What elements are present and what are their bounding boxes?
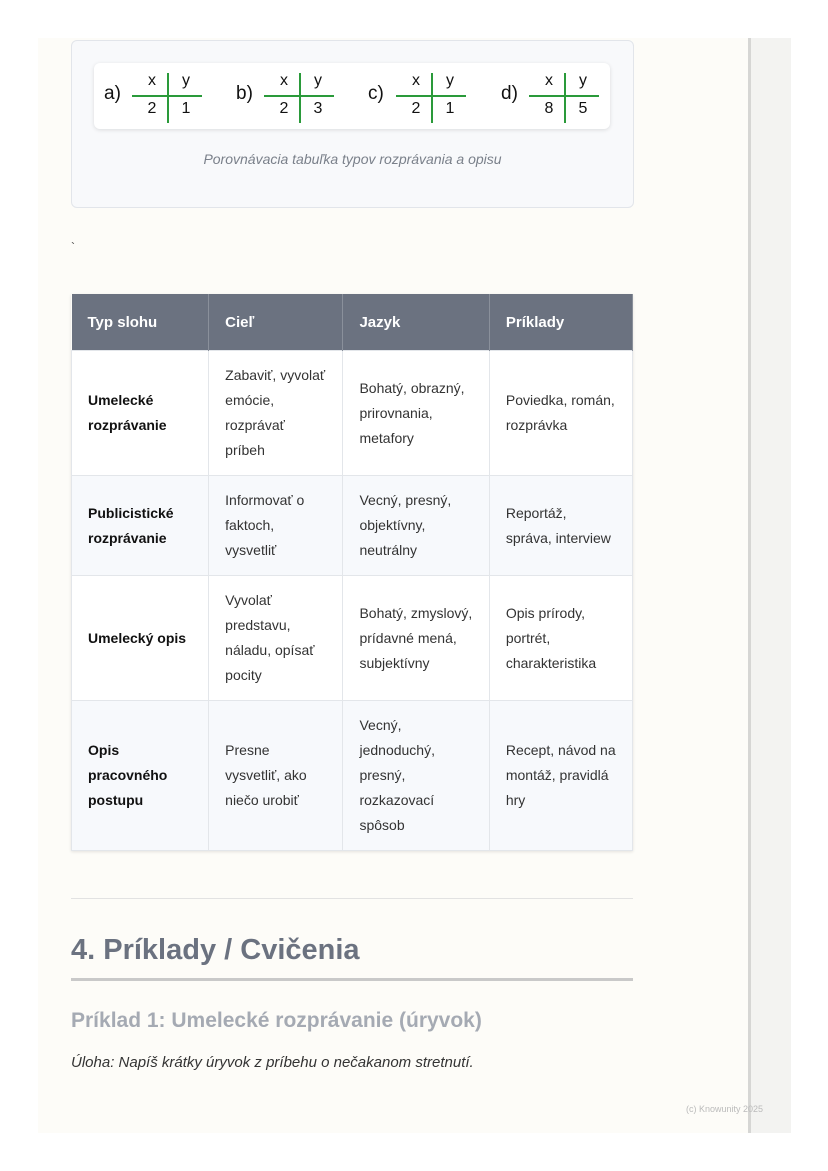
divider bbox=[71, 898, 633, 899]
table-row: Publicistické rozprávanie Informovať o fa… bbox=[70, 475, 634, 576]
table-header-row: Typ slohu Cieľ Jazyk Príklady bbox=[71, 294, 634, 351]
table-label: c) bbox=[368, 83, 384, 104]
x-header: x bbox=[280, 72, 288, 89]
y-header: y bbox=[446, 72, 454, 89]
vertical-line bbox=[431, 73, 433, 123]
y-header: y bbox=[314, 72, 322, 89]
y-header: y bbox=[182, 72, 190, 89]
table-cell: Bohatý, obrazný, prirovnania, metafory bbox=[342, 350, 490, 476]
value-table: d) x y 8 5 bbox=[501, 72, 611, 123]
y-value: 1 bbox=[181, 100, 191, 117]
table-cell: Opis prírody, portrét, charakteristika bbox=[488, 575, 634, 701]
x-header: x bbox=[148, 72, 156, 89]
table-label: a) bbox=[104, 83, 121, 104]
section-title: 4. Príklady / Cvičenia bbox=[71, 934, 360, 966]
table-cell: Umelecký opis bbox=[70, 575, 210, 701]
y-value: 5 bbox=[578, 100, 588, 117]
table-label: d) bbox=[501, 83, 518, 104]
side-margin bbox=[751, 38, 791, 1133]
example-title: Príklad 1: Umelecké rozprávanie (úryvok) bbox=[71, 1009, 482, 1032]
table-cell: Vecný, presný, objektívny, neutrálny bbox=[342, 475, 490, 576]
table-cell: Presne vysvetliť, ako niečo urobiť bbox=[208, 700, 344, 851]
x-header: x bbox=[545, 72, 553, 89]
x-value: 2 bbox=[147, 100, 157, 117]
y-value: 3 bbox=[313, 100, 323, 117]
table-cell: Reportáž, správa, interview bbox=[488, 475, 634, 576]
column-header: Príklady bbox=[489, 294, 634, 351]
stray-mark: ` bbox=[71, 240, 75, 254]
vertical-line bbox=[299, 73, 301, 123]
value-table: c) x y 2 1 bbox=[368, 72, 478, 123]
column-header: Jazyk bbox=[342, 294, 490, 351]
figure-caption: Porovnávacia tabuľka typov rozprávania a… bbox=[203, 151, 502, 167]
table-cell: Informovať o faktoch, vysvetliť bbox=[208, 475, 344, 576]
table-cell: Poviedka, román, rozprávka bbox=[488, 350, 634, 476]
figure-image: a) x y 2 1 b) x y 2 3 c) x y 2 1 d) x y 8 5 bbox=[94, 63, 610, 129]
comparison-table: Typ slohu Cieľ Jazyk Príklady Umelecké rozp… bbox=[70, 294, 634, 851]
table-cell: Vyvolať predstavu, náladu, opísať pocity bbox=[208, 575, 344, 701]
x-value: 8 bbox=[544, 100, 554, 117]
section-underline bbox=[71, 978, 633, 981]
column-header: Typ slohu bbox=[71, 294, 210, 351]
x-value: 2 bbox=[279, 100, 289, 117]
copyright: (c) Knowunity 2025 bbox=[686, 1104, 764, 1114]
table-cell: Zabaviť, vyvolať emócie, rozprávať príbe… bbox=[208, 350, 344, 476]
table-row: Umelecké rozprávanie Zabaviť, vyvolať emó… bbox=[70, 350, 634, 476]
value-table: a) x y 2 1 bbox=[104, 72, 214, 123]
table-row: Umelecký opis Vyvolať predstavu, náladu, … bbox=[70, 575, 634, 701]
vertical-line bbox=[167, 73, 169, 123]
y-header: y bbox=[579, 72, 587, 89]
table-label: b) bbox=[236, 83, 253, 104]
column-header: Cieľ bbox=[208, 294, 344, 351]
figure: a) x y 2 1 b) x y 2 3 c) x y 2 1 d) x y 8 5… bbox=[71, 40, 634, 208]
vertical-line bbox=[564, 73, 566, 123]
table-cell: Bohatý, zmyslový, prídavné mená, subjekt… bbox=[342, 575, 490, 701]
y-value: 1 bbox=[445, 100, 455, 117]
value-table: b) x y 2 3 bbox=[236, 72, 346, 123]
table-row: Opis pracovného postupu Presne vysvetliť,… bbox=[70, 700, 634, 851]
table-cell: Publicistické rozprávanie bbox=[70, 475, 210, 576]
task-text: Úloha: Napíš krátky úryvok z príbehu o n… bbox=[71, 1054, 474, 1071]
x-header: x bbox=[412, 72, 420, 89]
table-cell: Umelecké rozprávanie bbox=[70, 350, 210, 476]
scrollbar[interactable] bbox=[748, 38, 751, 1133]
x-value: 2 bbox=[411, 100, 421, 117]
table-cell: Recept, návod na montáž, pravidlá hry bbox=[488, 700, 634, 851]
table-cell: Vecný, jednoduchý, presný, rozkazovací s… bbox=[342, 700, 490, 851]
table-cell: Opis pracovného postupu bbox=[70, 700, 210, 851]
